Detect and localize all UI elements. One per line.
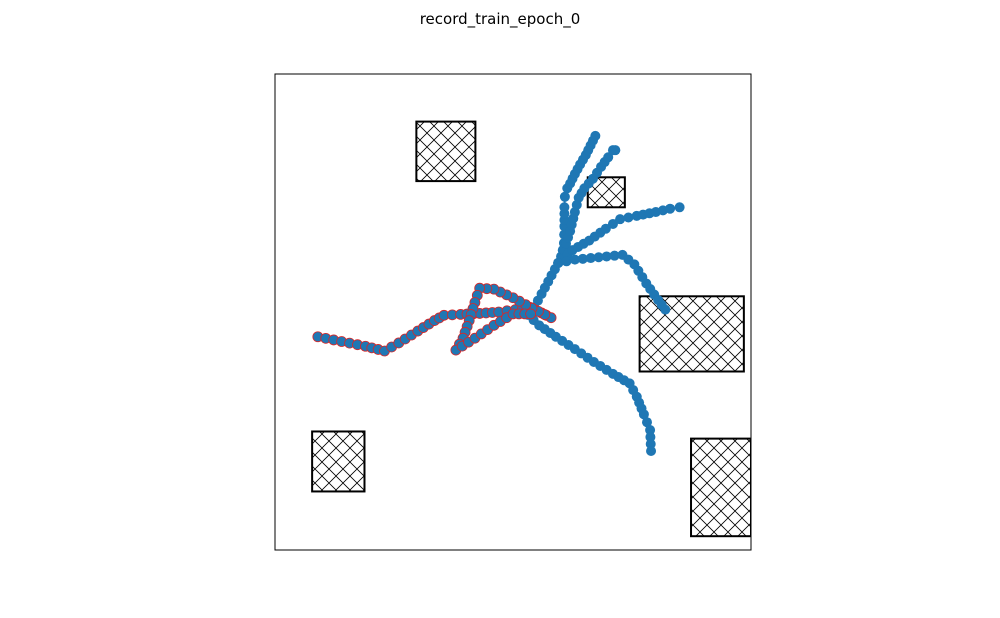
trajectory-point bbox=[665, 203, 676, 214]
trajectory-point bbox=[600, 223, 611, 234]
trajectory-point bbox=[646, 445, 657, 456]
trajectory-point bbox=[607, 218, 618, 229]
trajectory-point bbox=[603, 152, 614, 163]
trajectory-5 bbox=[517, 304, 657, 456]
obstacle-1 bbox=[415, 120, 477, 183]
trajectory-point bbox=[553, 257, 564, 268]
trajectory-point bbox=[569, 254, 580, 265]
trajectory-3 bbox=[553, 202, 685, 268]
trajectory-point bbox=[585, 253, 596, 264]
trajectory-point bbox=[590, 130, 601, 141]
trajectory-point bbox=[610, 145, 621, 156]
axes-frame bbox=[274, 73, 752, 551]
trajectory-point bbox=[674, 202, 685, 213]
obstacles bbox=[311, 120, 751, 538]
obstacle-4 bbox=[311, 430, 366, 493]
trajectory-4 bbox=[553, 249, 671, 315]
trajectory-point bbox=[559, 191, 570, 202]
trajectory-point bbox=[559, 202, 570, 213]
trajectory-point bbox=[660, 304, 671, 315]
trajectory-point bbox=[525, 308, 537, 320]
trajectory-6 bbox=[312, 282, 557, 357]
trajectory-point bbox=[577, 253, 588, 264]
trajectory-point bbox=[641, 417, 652, 428]
trajectory-point bbox=[593, 252, 604, 263]
obstacle-3 bbox=[638, 295, 745, 373]
trajectories bbox=[312, 130, 685, 456]
chart-title: record_train_epoch_0 bbox=[419, 10, 581, 28]
trajectory-point bbox=[623, 212, 634, 223]
trajectory-point bbox=[601, 251, 612, 262]
trajectory-2 bbox=[553, 145, 621, 268]
obstacle-5 bbox=[690, 437, 751, 538]
trajectory-point bbox=[615, 214, 626, 225]
trajectory-point bbox=[561, 256, 572, 267]
trajectory-point bbox=[609, 250, 620, 261]
trajectory-point bbox=[638, 409, 649, 420]
